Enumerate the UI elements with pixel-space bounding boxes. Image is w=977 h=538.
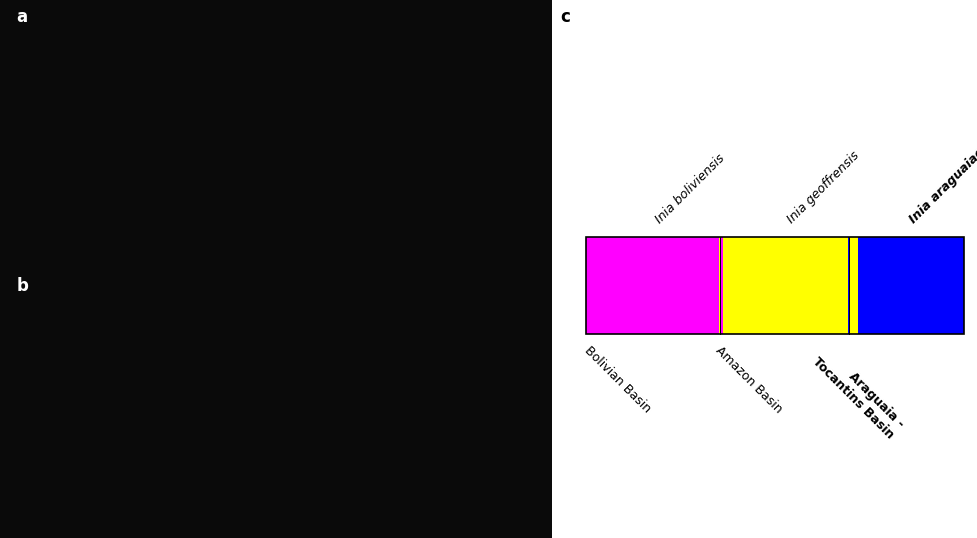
Text: Inia geoffrensis: Inia geoffrensis — [785, 149, 862, 226]
Text: Inia boliviensis: Inia boliviensis — [654, 152, 728, 226]
Text: c: c — [561, 8, 571, 26]
Text: Inia araguaiaensis sp. nov.: Inia araguaiaensis sp. nov. — [907, 83, 977, 226]
Text: Bolivian Basin: Bolivian Basin — [581, 344, 654, 416]
Text: a: a — [17, 8, 27, 26]
Bar — [720, 237, 723, 334]
Bar — [586, 237, 964, 334]
Text: b: b — [17, 277, 28, 295]
Text: Araguaia -
Tocantins Basin: Araguaia - Tocantins Basin — [810, 344, 907, 441]
Bar — [858, 237, 964, 334]
Bar — [849, 237, 858, 334]
Bar — [723, 237, 848, 334]
Bar — [848, 237, 849, 334]
Text: Amazon Basin: Amazon Basin — [713, 344, 785, 416]
Bar — [586, 237, 719, 334]
